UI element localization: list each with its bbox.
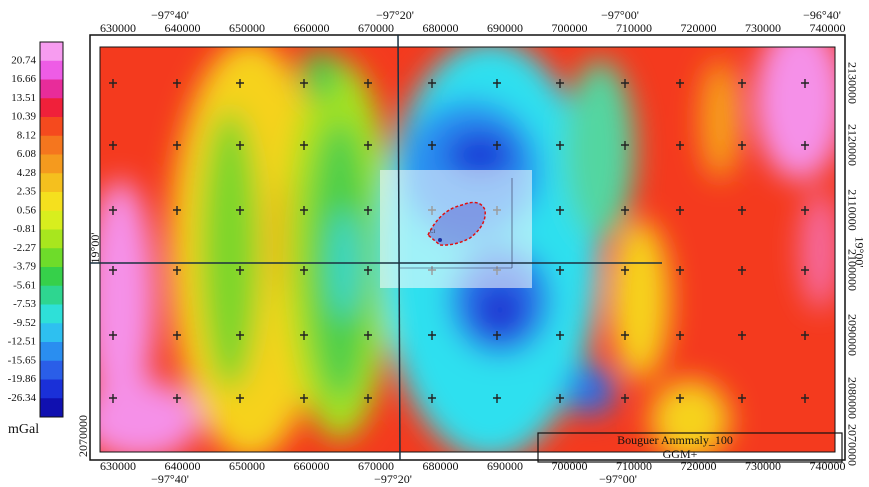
top-easting-label: 740000 — [810, 21, 846, 35]
colorbar-swatch — [40, 361, 63, 380]
right-northing-label: 2070000 — [845, 424, 859, 466]
bottom-easting-label: 640000 — [165, 459, 201, 473]
colorbar-swatch — [40, 61, 63, 80]
colorbar-label: 10.39 — [11, 111, 36, 123]
right-northing-label: 2080000 — [845, 377, 859, 419]
bottom-easting-label: 700000 — [552, 459, 588, 473]
bottom-longitude-label: −97°20' — [374, 472, 412, 486]
colorbar-unit: mGal — [8, 422, 39, 437]
colorbar-label: 6.08 — [17, 148, 37, 160]
colorbar-label: 4.28 — [17, 167, 37, 179]
top-longitude-label: −96°40' — [803, 8, 841, 22]
colorbar-label: -26.34 — [8, 392, 37, 404]
colorbar-swatch — [40, 136, 63, 155]
bottom-easting-label: 690000 — [487, 459, 523, 473]
top-easting-label: 690000 — [487, 21, 523, 35]
bottom-longitude-label: −97°40' — [151, 472, 189, 486]
bottom-longitude-label: −97°00' — [599, 472, 637, 486]
colorbar: 20.74 16.66 13.51 10.39 8.12 6.08 4.28 2.35 0.56… — [8, 42, 63, 418]
colorbar-label: -12.51 — [8, 336, 36, 348]
top-easting-label: 630000 — [100, 21, 136, 35]
colorbar-label: -15.65 — [8, 354, 37, 366]
bottom-easting-label: 630000 — [100, 459, 136, 473]
colorbar-label: -0.81 — [13, 223, 36, 235]
colorbar-label: -9.52 — [13, 317, 36, 329]
top-longitude-label: −97°20' — [376, 8, 414, 22]
colorbar-label: -3.79 — [13, 261, 36, 273]
colorbar-label: -7.53 — [13, 298, 36, 310]
colorbar-swatch — [40, 98, 63, 117]
bottom-easting-label: 650000 — [229, 459, 265, 473]
colorbar-swatch — [40, 211, 63, 230]
top-longitude-label: −97°40' — [151, 8, 189, 22]
colorbar-swatch — [40, 42, 63, 61]
colorbar-swatch — [40, 380, 63, 399]
colorbar-swatch — [40, 267, 63, 286]
colorbar-label: 0.56 — [17, 204, 37, 216]
colorbar-swatch — [40, 173, 63, 192]
right-northing-label: 2090000 — [845, 314, 859, 356]
right-northing-label: 2130000 — [845, 62, 859, 104]
bottom-easting-label: 680000 — [423, 459, 459, 473]
colorbar-label: -2.27 — [13, 242, 36, 254]
bottom-easting-label: 740000 — [810, 459, 846, 473]
top-longitude-label: −97°00' — [601, 8, 639, 22]
colorbar-label: 13.51 — [11, 92, 36, 104]
top-easting-label: 680000 — [423, 21, 459, 35]
bottom-easting-label: 730000 — [745, 459, 781, 473]
bottom-easting-label: 660000 — [294, 459, 330, 473]
colorbar-label: -5.61 — [13, 279, 36, 291]
colorbar-swatch — [40, 398, 63, 417]
map-figure: CI Bouguer Anmmaly_100 GGM+ 20.7416.6613… — [0, 0, 869, 487]
top-easting-label: 710000 — [616, 21, 652, 35]
colorbar-swatch — [40, 80, 63, 99]
colorbar-label: 20.74 — [11, 54, 36, 66]
colorbar-label: 2.35 — [17, 186, 37, 198]
inset: CI — [380, 170, 532, 288]
inset-label: CI — [430, 230, 435, 235]
colorbar-label: 8.12 — [17, 129, 36, 141]
bottom-easting-label: 710000 — [616, 459, 652, 473]
latitude-label: 19°00' — [852, 237, 866, 268]
top-easting-label: 730000 — [745, 21, 781, 35]
colorbar-label: 16.66 — [11, 73, 36, 85]
colorbar-swatch — [40, 155, 63, 174]
top-easting-label: 670000 — [358, 21, 394, 35]
colorbar-swatch — [40, 342, 63, 361]
top-easting-label: 640000 — [165, 21, 201, 35]
colorbar-swatch — [40, 305, 63, 324]
colorbar-swatch — [40, 248, 63, 267]
colorbar-swatch — [40, 117, 63, 136]
colorbar-swatch — [40, 323, 63, 342]
top-easting-label: 660000 — [294, 21, 330, 35]
legend-title: Bouguer Anmmaly_100 — [617, 433, 733, 447]
right-northing-label: 2110000 — [845, 189, 859, 231]
colorbar-swatch — [40, 286, 63, 305]
top-easting-label: 700000 — [552, 21, 588, 35]
colorbar-swatch — [40, 192, 63, 211]
left-northing-label: 2070000 — [76, 415, 90, 457]
top-easting-label: 720000 — [681, 21, 717, 35]
colorbar-label: -19.86 — [8, 373, 37, 385]
latitude-label: 19°00' — [88, 233, 102, 264]
bottom-easting-label: 670000 — [358, 459, 394, 473]
top-easting-label: 650000 — [229, 21, 265, 35]
bottom-easting-label: 720000 — [681, 459, 717, 473]
right-northing-label: 2120000 — [845, 124, 859, 166]
colorbar-swatch — [40, 230, 63, 249]
